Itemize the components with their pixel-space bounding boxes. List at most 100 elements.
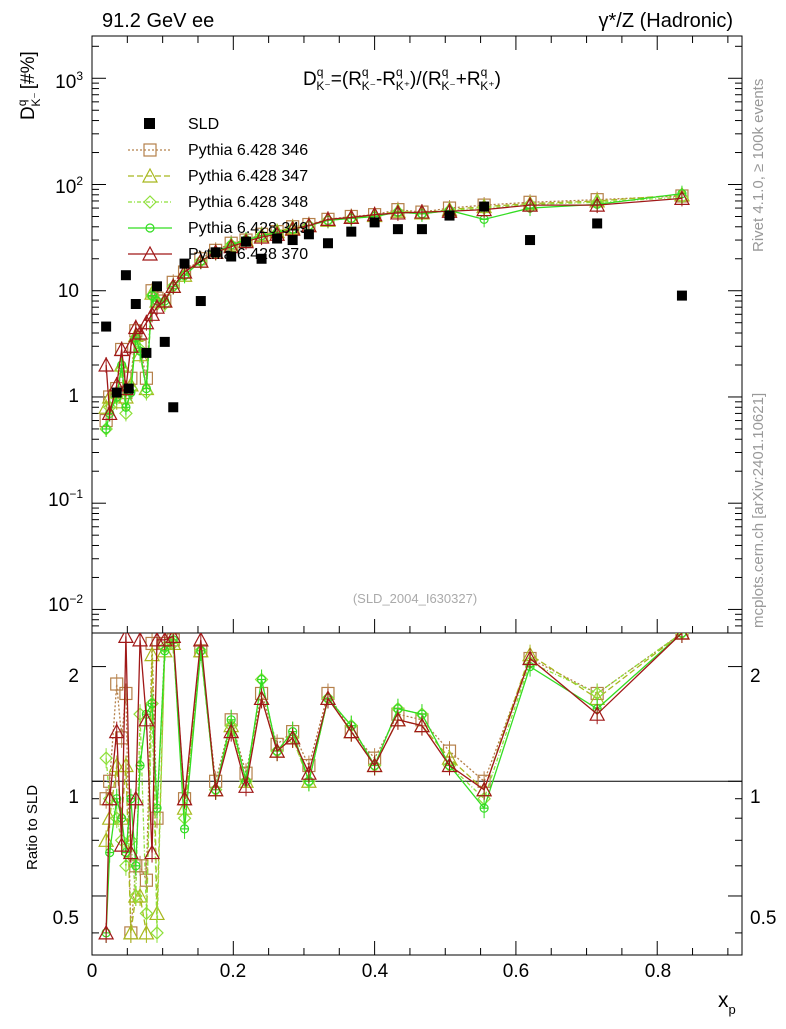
ratio-point-4 — [300, 764, 317, 780]
ratio-point-4 — [223, 723, 240, 739]
ratio-point-1 — [148, 905, 166, 921]
ratio-point-4 — [122, 844, 139, 860]
legend-marker-2 — [143, 195, 157, 209]
sld-point — [369, 217, 380, 228]
mc-point-4 — [165, 278, 182, 293]
ratio-point-0 — [103, 774, 117, 788]
sld-point — [592, 218, 603, 229]
ratio-line-3 — [105, 633, 683, 933]
ratio-series-layer — [98, 633, 690, 943]
mc-point-4 — [589, 196, 606, 212]
legend-label-348: Pythia 6.428 348 — [188, 194, 308, 211]
legend-label-sld: SLD — [188, 116, 219, 133]
y-tick-label-1e-1: 10−1 — [48, 487, 83, 511]
ratio-point-4 — [253, 690, 270, 706]
ratio-point-4 — [441, 757, 458, 773]
main-y-tick-labels: 10−2 10−1 1 10 102 103 — [48, 69, 83, 616]
mc-point-4 — [192, 252, 209, 268]
sld-point — [241, 236, 252, 247]
ratio-point-2 — [99, 751, 113, 766]
legend-marker-0 — [143, 143, 157, 157]
ratio-tick-label-2-left: 2 — [68, 666, 79, 687]
mc-point-2 — [119, 406, 133, 421]
ratio-point-1 — [138, 924, 155, 940]
sld-point — [111, 387, 122, 398]
ratio-line-4 — [105, 633, 683, 933]
sld-point — [303, 229, 314, 240]
ratio-point-4 — [343, 723, 360, 739]
ratio-point-4 — [144, 844, 161, 860]
y-tick-label-1e0: 1 — [68, 386, 79, 407]
ratio-point-2 — [133, 707, 147, 722]
ratio-point-4 — [127, 790, 144, 806]
sld-point — [130, 299, 141, 310]
sld-point — [479, 201, 490, 212]
ratio-point-4 — [98, 924, 115, 940]
mc-point-4 — [673, 190, 690, 205]
ratio-point-4 — [366, 757, 383, 773]
legend-label-347: Pythia 6.428 347 — [188, 168, 308, 185]
ratio-tick-label-1-left: 1 — [68, 787, 79, 808]
ratio-point-0 — [139, 873, 154, 887]
legend: SLD Pythia 6.428 346 Pythia 6.428 347 Py… — [128, 116, 308, 263]
ratio-point-1 — [144, 646, 161, 662]
mc-point-4 — [138, 314, 155, 330]
ratio-tick-labels: 0.5 1 2 0.5 1 2 — [53, 666, 777, 929]
side-label-rivet: Rivet 4.1.0, ≥ 100k events — [750, 79, 767, 252]
ratio-point-4 — [165, 633, 182, 644]
title-right: γ*/Z (Hadronic) — [599, 10, 733, 32]
ratio-point-4 — [101, 790, 118, 806]
sld-point — [272, 233, 283, 244]
ratio-point-4 — [138, 711, 155, 727]
sld-point — [287, 235, 298, 246]
legend-label-349: Pythia 6.428 349 — [188, 220, 308, 237]
mc-point-4 — [253, 228, 270, 244]
mc-point-4 — [413, 203, 430, 219]
formula: Dq K⁻=(Rq K⁻-Rq K⁺)/(Rq K⁻+Rq K⁺) — [303, 65, 501, 93]
sld-point — [226, 251, 237, 262]
analysis-watermark: (SLD_2004_I630327) — [353, 591, 477, 606]
ratio-point-4 — [589, 705, 606, 721]
ratio-point-2 — [128, 889, 143, 903]
y-tick-label-1e2: 102 — [55, 174, 83, 198]
ratio-y-axis-label: Ratio to SLD — [24, 785, 41, 870]
ratio-point-1 — [98, 832, 115, 847]
ratio-point-4 — [522, 650, 539, 666]
x-tick-label-0.6: 0.6 — [503, 961, 529, 982]
legend-label-346: Pythia 6.428 346 — [188, 142, 308, 159]
mc-point-4 — [101, 405, 118, 421]
mc-point-4 — [98, 356, 115, 372]
sld-point — [322, 238, 333, 249]
sld-point — [392, 224, 403, 235]
ratio-point-4 — [113, 836, 130, 852]
sld-point — [256, 253, 267, 264]
main-series-layer — [98, 185, 690, 437]
mc-point-4 — [156, 292, 173, 308]
ratio-point-4 — [176, 790, 193, 806]
sld-point — [101, 321, 112, 332]
ratio-point-4 — [132, 633, 149, 647]
ratio-line-2 — [105, 633, 683, 933]
sld-point — [525, 235, 536, 246]
sld-point — [159, 336, 170, 347]
sld-point — [676, 290, 687, 301]
x-tick-label-0.2: 0.2 — [220, 961, 246, 982]
svg-text:DqK⁻=(RqK⁻-RqK⁺)/(RqK⁻+RqK⁺): Dq K⁻=(Rq K⁻-Rq K⁺)/(Rq K⁻+Rq K⁺) — [303, 65, 501, 93]
ratio-point-4 — [108, 723, 125, 739]
mc-point-4 — [522, 196, 539, 212]
sld-point — [141, 347, 152, 358]
ratio-point-4 — [673, 633, 690, 640]
ratio-point-2 — [139, 906, 154, 921]
ratio-tick-label-1-right: 1 — [750, 787, 761, 808]
ratio-point-4 — [238, 778, 255, 793]
x-tick-label-0.8: 0.8 — [645, 961, 671, 982]
sld-point — [346, 226, 357, 237]
legend-marker-4 — [141, 245, 159, 261]
y-axis-label: DqK⁻[#%] — [15, 51, 43, 120]
sld-point — [416, 224, 427, 235]
side-label-mcplots: mcplots.cern.ch [arXiv:2401.10621] — [750, 393, 767, 628]
svg-text:DqK⁻[#%]: DqK⁻[#%] — [15, 51, 43, 120]
y-tick-label-1e3: 103 — [55, 69, 83, 93]
